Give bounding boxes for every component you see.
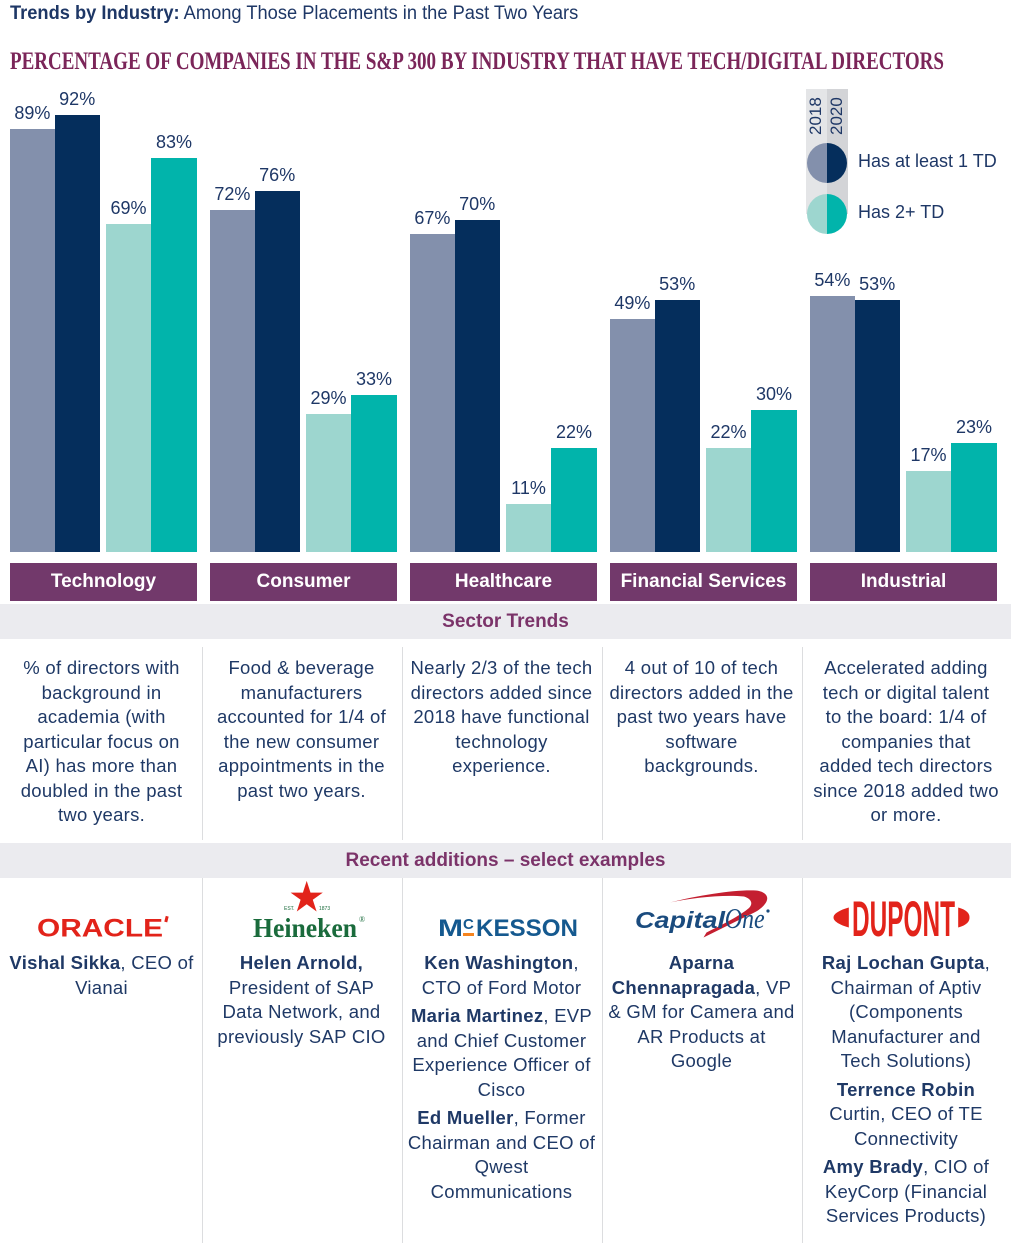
svg-text:®: ® [359,915,365,924]
svg-text:1873: 1873 [319,906,330,912]
svg-text:One: One [725,904,765,935]
svg-text:Heineken: Heineken [253,913,357,940]
svg-text:DUPONT: DUPONT [852,894,955,942]
svg-text:M: M [438,915,463,940]
svg-text:C: C [463,916,474,933]
svg-text:ORACLE: ORACLE [37,915,163,943]
svg-text:EST.: EST. [284,906,295,912]
svg-text:Capital: Capital [635,907,726,933]
svg-text:KESSON: KESSON [476,915,578,940]
